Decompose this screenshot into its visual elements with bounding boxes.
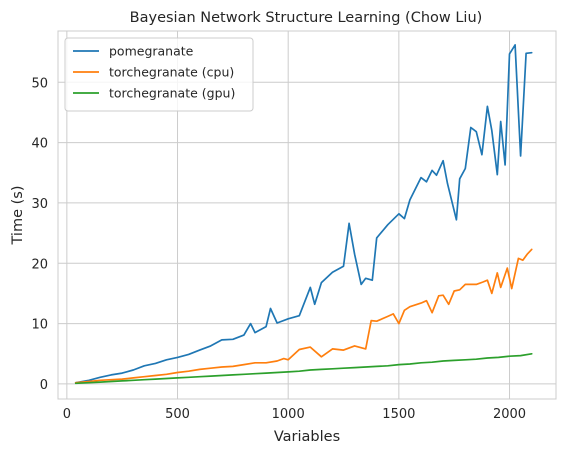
series-line-0 xyxy=(74,44,533,384)
y-tick-label: 50 xyxy=(31,76,48,91)
y-tick-labels: 0 10 20 30 40 50 xyxy=(31,76,48,393)
legend: pomegranate torchegranate (cpu) torchegran… xyxy=(64,37,254,112)
y-tick-label: 20 xyxy=(31,257,48,272)
x-tick-label: 0 xyxy=(63,407,71,422)
y-tick-label: 40 xyxy=(31,137,48,152)
legend-entries: pomegranate torchegranate (cpu) torchegran… xyxy=(73,44,235,101)
y-axis-title: Time (s) xyxy=(10,186,26,246)
series-lines xyxy=(74,44,533,385)
plot-frame xyxy=(57,30,557,400)
x-tick-labels: 0 500 1000 1500 2000 xyxy=(63,407,526,422)
legend-label-1: torchegranate (cpu) xyxy=(109,65,234,80)
legend-label-0: pomegranate xyxy=(109,44,194,59)
y-tick-label: 0 xyxy=(40,378,48,393)
x-tick-label: 1000 xyxy=(272,407,305,422)
x-tick-label: 2000 xyxy=(493,407,526,422)
legend-label-2: torchegranate (gpu) xyxy=(109,86,235,101)
grid-lines xyxy=(58,31,556,399)
y-tick-label: 30 xyxy=(31,197,48,212)
x-tick-label: 500 xyxy=(165,407,190,422)
x-axis-title: Variables xyxy=(274,429,340,445)
x-tick-label: 1500 xyxy=(382,407,415,422)
chart-title: Bayesian Network Structure Learning (Cho… xyxy=(130,10,483,26)
legend-box xyxy=(64,37,254,112)
series-line-2 xyxy=(74,352,533,385)
series-line-1 xyxy=(74,248,533,384)
y-tick-label: 10 xyxy=(31,318,48,333)
